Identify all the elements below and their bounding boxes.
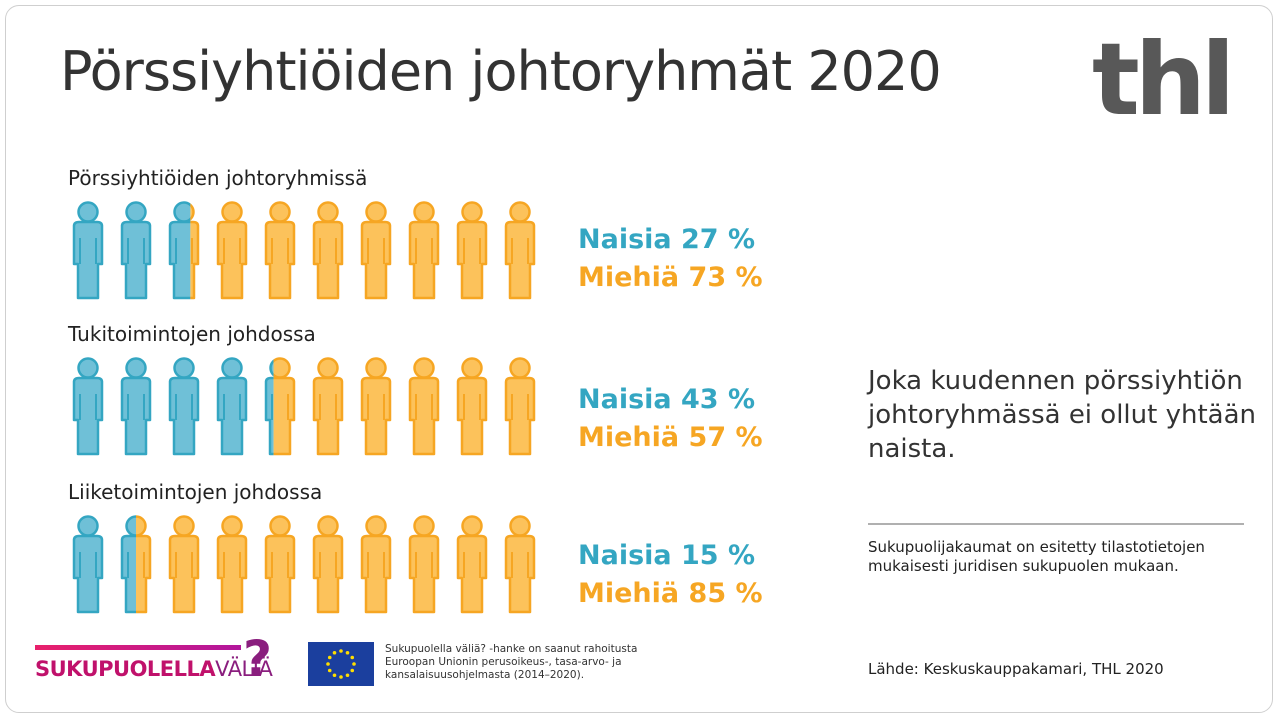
callout-text: Joka kuudennen pörssiyhtiön johtoryhmäss… (868, 366, 1256, 464)
source-text: Lähde: Keskuskauppakamari, THL 2020 (868, 660, 1164, 678)
person-icon (168, 201, 200, 300)
person-icon (408, 201, 440, 300)
person-icon (168, 515, 200, 614)
eu-star-icon (345, 650, 350, 655)
women-percent-3: Naisia 15 % (578, 540, 756, 571)
people-row-3 (72, 515, 536, 614)
slide-frame (5, 5, 1273, 713)
person-icon (360, 515, 392, 614)
person-icon (504, 201, 536, 300)
eu-star-icon (350, 668, 355, 673)
person-icon (72, 357, 104, 456)
men-percent-3: Miehiä 85 % (578, 578, 763, 609)
eu-star-icon (345, 673, 350, 678)
page-title: Pörssiyhtiöiden johtoryhmät 2020 (60, 40, 942, 103)
eu-flag-icon (308, 642, 374, 686)
person-icon (504, 357, 536, 456)
person-icon (264, 357, 296, 456)
person-icon (72, 201, 104, 300)
person-icon (120, 201, 152, 300)
person-icon (72, 515, 104, 614)
person-icon (312, 201, 344, 300)
women-percent-2: Naisia 43 % (578, 384, 756, 415)
people-row-2 (72, 357, 536, 456)
section-label-2: Tukitoimintojen johdossa (68, 322, 316, 346)
person-icon (120, 357, 152, 456)
person-icon (216, 357, 248, 456)
women-percent-1: Naisia 27 % (578, 224, 756, 255)
eu-funding-text: Sukupuolella väliä? -hanke on saanut rah… (385, 643, 638, 681)
question-mark-icon: ? (243, 630, 273, 688)
person-icon (312, 357, 344, 456)
eu-star-icon (326, 662, 330, 666)
person-icon (120, 515, 152, 614)
men-percent-1: Miehiä 73 % (578, 262, 763, 293)
men-percent-2: Miehiä 57 % (578, 422, 763, 453)
sukupuolella-valia-logo: SUKUPUOLELLAVÄLIÄ ? (35, 634, 275, 690)
eu-star-icon (327, 668, 332, 673)
person-icon (216, 201, 248, 300)
logo-text-light: VÄLIÄ (215, 657, 273, 681)
person-icon (456, 515, 488, 614)
logo-text-bold: SUKUPUOLELLA (35, 657, 216, 681)
section-label-3: Liiketoimintojen johdossa (68, 480, 323, 504)
divider (868, 523, 1244, 525)
eu-star-icon (350, 655, 355, 660)
eu-star-icon (332, 673, 337, 678)
person-icon (408, 515, 440, 614)
person-icon (168, 357, 200, 456)
person-icon (264, 201, 296, 300)
logo-text: SUKUPUOLELLAVÄLIÄ (35, 657, 273, 681)
person-icon (408, 357, 440, 456)
method-note: Sukupuolijakaumat on esitetty tilastotie… (868, 538, 1205, 575)
person-icon (216, 515, 248, 614)
eu-star-icon (339, 649, 343, 653)
section-label-1: Pörssiyhtiöiden johtoryhmissä (68, 166, 368, 190)
person-icon (504, 515, 536, 614)
people-row-1 (72, 201, 536, 300)
logo-bar (35, 645, 241, 650)
person-icon (456, 201, 488, 300)
eu-star-icon (327, 655, 332, 660)
eu-star-icon (339, 675, 343, 679)
eu-star-icon (352, 662, 356, 666)
thl-logo: thl (1092, 21, 1235, 138)
person-icon (312, 515, 344, 614)
person-icon (456, 357, 488, 456)
eu-star-icon (332, 650, 337, 655)
person-icon (360, 357, 392, 456)
person-icon (360, 201, 392, 300)
person-icon (264, 515, 296, 614)
